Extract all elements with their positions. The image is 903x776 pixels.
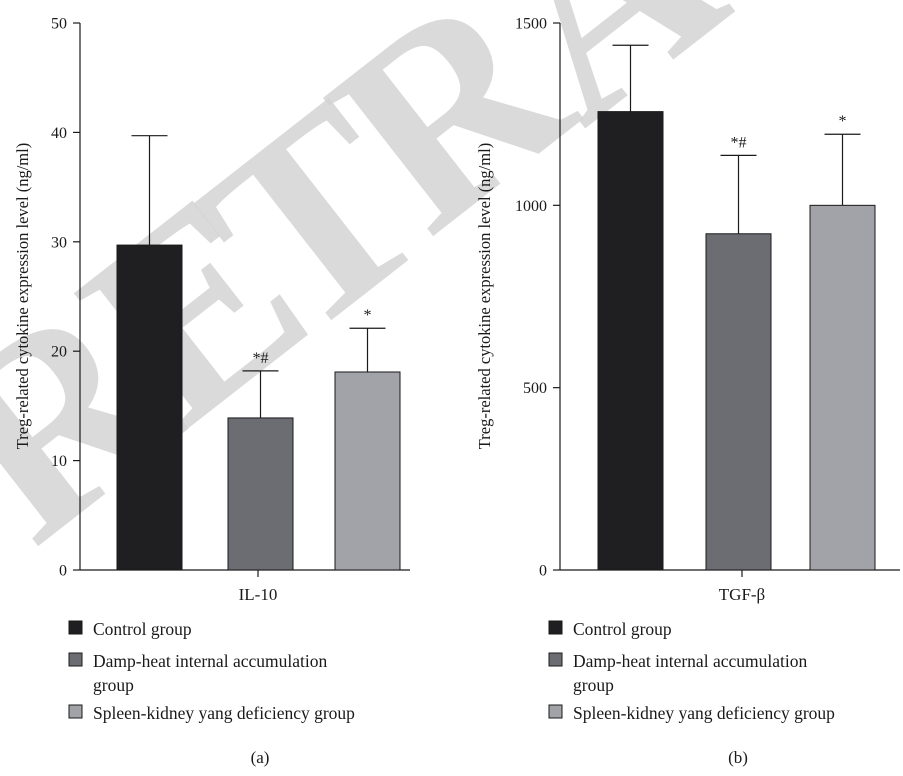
panel-label: (b) bbox=[728, 748, 748, 767]
legend-swatch bbox=[548, 704, 563, 719]
chart-panel-b: 0 500 1000 1500 TGF-β Treg-related cytokine e… bbox=[475, 16, 900, 767]
legend-swatch bbox=[68, 620, 83, 635]
x-category-label: IL-10 bbox=[239, 585, 278, 604]
x-category-label: TGF-β bbox=[719, 585, 765, 604]
legend-label: group bbox=[573, 675, 614, 695]
y-tick-label: 30 bbox=[51, 234, 67, 251]
legend-label: group bbox=[93, 675, 134, 695]
legend-swatch bbox=[68, 652, 83, 667]
significance-marker: * bbox=[364, 307, 372, 324]
legend-label: Spleen-kidney yang deficiency group bbox=[573, 703, 835, 723]
legend-label: Spleen-kidney yang deficiency group bbox=[93, 703, 355, 723]
legend-swatch bbox=[548, 652, 563, 667]
panel-label: (a) bbox=[251, 748, 270, 767]
y-tick-label: 1500 bbox=[515, 16, 547, 33]
y-tick-label: 0 bbox=[539, 563, 547, 580]
y-axis-title: Treg-related cytokine expression level (… bbox=[13, 143, 32, 449]
bar bbox=[116, 244, 183, 571]
y-axis-title: Treg-related cytokine expression level (… bbox=[475, 143, 494, 449]
y-tick-label: 0 bbox=[59, 563, 67, 580]
legend-label: Control group bbox=[93, 619, 192, 639]
significance-marker: *# bbox=[253, 350, 269, 367]
legend-label: Damp-heat internal accumulation bbox=[93, 651, 327, 671]
legend-swatch bbox=[68, 704, 83, 719]
legend-label: Damp-heat internal accumulation bbox=[573, 651, 807, 671]
bar bbox=[705, 233, 772, 571]
y-tick-label: 1000 bbox=[515, 198, 547, 215]
y-tick-label: 20 bbox=[51, 344, 67, 361]
y-tick-label: 500 bbox=[523, 380, 547, 397]
significance-marker: * bbox=[839, 113, 847, 130]
y-tick-label: 50 bbox=[51, 16, 67, 33]
bar bbox=[597, 111, 664, 571]
significance-marker: *# bbox=[731, 134, 747, 151]
legend-swatch bbox=[548, 620, 563, 635]
y-tick-label: 10 bbox=[51, 453, 67, 470]
chart-panel-a: 0 10 20 30 40 50 IL-10 Treg-related cytokine ex… bbox=[13, 16, 410, 767]
y-tick-label: 40 bbox=[51, 125, 67, 142]
bar bbox=[809, 204, 876, 571]
bar bbox=[227, 417, 294, 571]
legend-label: Control group bbox=[573, 619, 672, 639]
bar bbox=[334, 371, 401, 571]
